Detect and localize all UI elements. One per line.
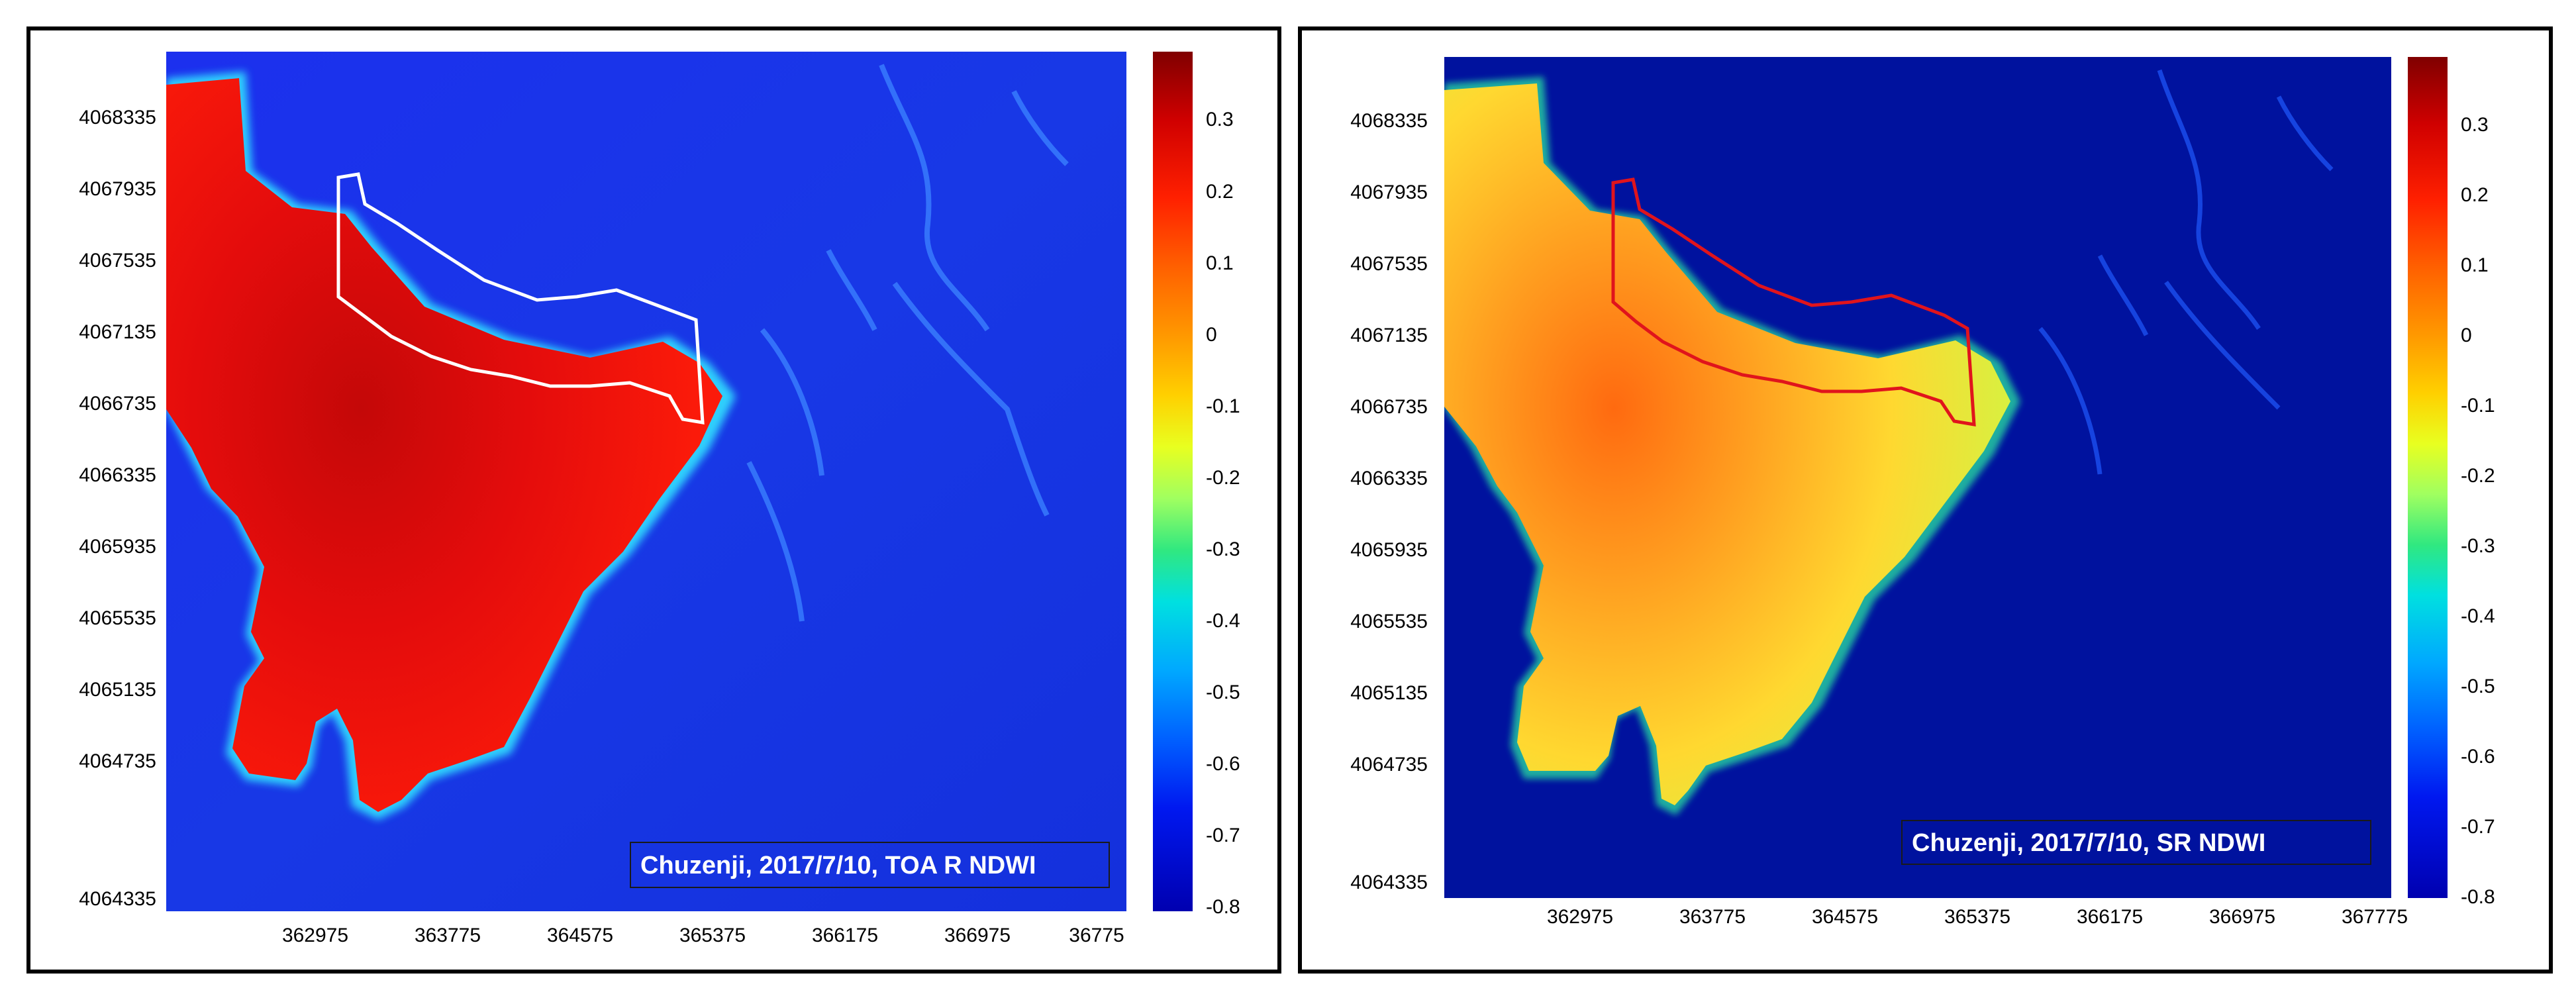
y-tick: 4067935 (1350, 181, 1428, 203)
x-tick: 364575 (1811, 906, 1879, 928)
colorbar-tick: -0.7 (2461, 816, 2495, 838)
y-tick: 4065135 (79, 679, 156, 701)
x-tick: 364575 (546, 925, 614, 946)
colorbar-tick: -0.2 (1206, 467, 1240, 489)
colorbar-tick: 0.2 (1206, 181, 1234, 203)
y-tick: 4067535 (1350, 253, 1428, 275)
colorbar-tick: -0.1 (1206, 395, 1240, 417)
x-tick: 366175 (811, 925, 879, 946)
right-lake-shape (1444, 83, 2010, 805)
y-tick: 4065135 (1350, 682, 1428, 704)
y-tick: 4064735 (79, 750, 156, 772)
colorbar-tick: -0.1 (2461, 395, 2495, 417)
x-tick: 363775 (414, 925, 481, 946)
y-tick: 4066335 (1350, 468, 1428, 489)
colorbar-tick: -0.4 (1206, 610, 1240, 632)
y-tick: 4066735 (79, 393, 156, 415)
y-tick: 4066735 (1350, 396, 1428, 418)
right-chart-title: Chuzenji, 2017/7/10, SR NDWI (1901, 820, 2371, 865)
y-tick: 4065935 (1350, 539, 1428, 561)
colorbar-tick: 0 (1206, 324, 1217, 346)
colorbar-tick: -0.5 (2461, 676, 2495, 697)
colorbar-tick: 0.1 (1206, 252, 1234, 274)
colorbar-tick: -0.5 (1206, 681, 1240, 703)
x-tick: 363775 (1679, 906, 1746, 928)
x-tick: 366975 (2208, 906, 2276, 928)
x-tick: 367775 (2341, 906, 2408, 928)
colorbar-tick: -0.6 (1206, 753, 1240, 775)
y-tick: 4065535 (1350, 611, 1428, 632)
y-tick: 4068335 (79, 107, 156, 128)
colorbar-tick: 0.3 (2461, 114, 2489, 136)
y-tick: 4068335 (1350, 110, 1428, 132)
right-streams (2038, 69, 2334, 475)
y-tick: 4067535 (79, 250, 156, 272)
y-tick: 4066335 (79, 464, 156, 486)
x-tick: 362975 (281, 925, 349, 946)
left-lake-shape (166, 78, 722, 812)
x-tick: 366975 (944, 925, 1011, 946)
y-tick: 4064335 (1350, 872, 1428, 893)
y-tick: 4067135 (79, 321, 156, 343)
colorbar-tick: -0.3 (1206, 538, 1240, 560)
x-tick: 362975 (1546, 906, 1614, 928)
colorbar-tick: -0.8 (1206, 896, 1240, 918)
y-tick: 4064735 (1350, 754, 1428, 776)
y-tick: 4067135 (1350, 325, 1428, 346)
right-roi-outline (1611, 177, 1976, 426)
colorbar-tick: 0.1 (2461, 254, 2489, 276)
y-tick: 4064335 (79, 888, 156, 910)
colorbar-tick: -0.8 (2461, 886, 2495, 908)
x-tick: 36775 (1069, 925, 1124, 946)
colorbar-tick: -0.7 (1206, 825, 1240, 846)
y-tick: 4067935 (79, 178, 156, 200)
colorbar-tick: 0.2 (2461, 184, 2489, 206)
left-colorbar (1153, 52, 1193, 911)
x-tick: 366175 (2076, 906, 2144, 928)
colorbar-tick: -0.4 (2461, 605, 2495, 627)
left-roi-outline (336, 172, 705, 425)
y-tick: 4065535 (79, 607, 156, 629)
left-chart-title: Chuzenji, 2017/7/10, TOA R NDWI (630, 842, 1110, 888)
right-colorbar (2408, 57, 2448, 898)
right-panel: 4068335 4067935 4067535 4067135 4066735 … (1298, 26, 2553, 974)
colorbar-tick: -0.3 (2461, 535, 2495, 557)
colorbar-tick: -0.2 (2461, 465, 2495, 487)
colorbar-tick: 0.3 (1206, 109, 1234, 130)
left-panel: 4068335 4067935 4067535 4067135 4066735 … (26, 26, 1281, 974)
left-streams (746, 64, 1069, 622)
colorbar-tick: -0.6 (2461, 746, 2495, 768)
colorbar-tick: 0 (2461, 325, 2472, 346)
x-tick: 365375 (679, 925, 746, 946)
right-ndwi-map (1444, 57, 2391, 898)
y-tick: 4065935 (79, 536, 156, 558)
x-tick: 365375 (1944, 906, 2011, 928)
left-ndwi-map (166, 52, 1126, 911)
